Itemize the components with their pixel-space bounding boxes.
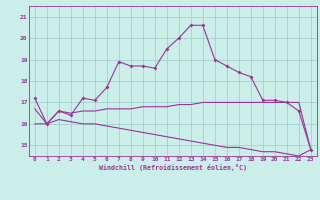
X-axis label: Windchill (Refroidissement éolien,°C): Windchill (Refroidissement éolien,°C) xyxy=(99,164,247,171)
